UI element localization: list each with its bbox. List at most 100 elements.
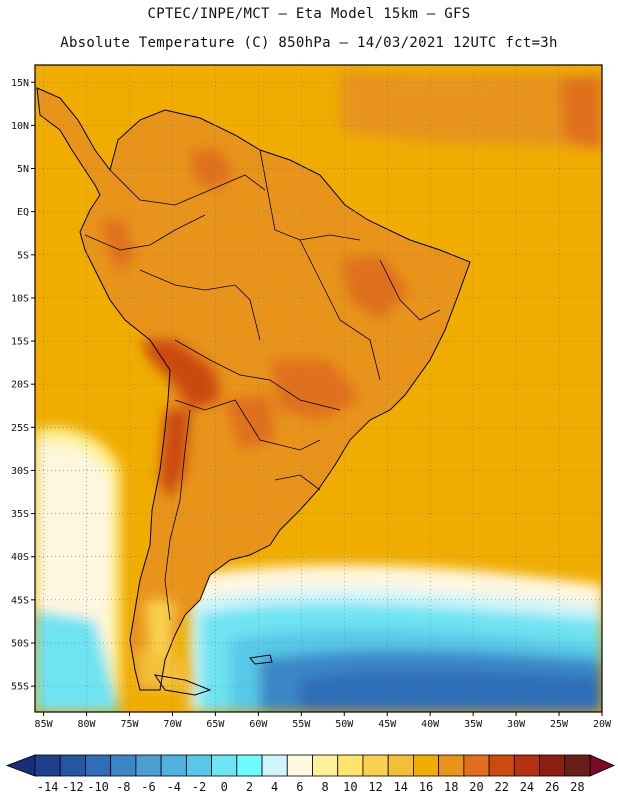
lon-tick-label: 45W (378, 719, 397, 730)
lon-tick-label: 75W (120, 719, 139, 730)
colorbar-swatch (236, 754, 263, 777)
lon-tick-label: 50W (335, 719, 354, 730)
border-line (174, 399, 321, 451)
lat-tick-label: 35S (11, 509, 29, 520)
cool-shading (35, 610, 120, 712)
lon-tick-label: 40W (421, 719, 440, 730)
lon-tick-label: 70W (163, 719, 182, 730)
lat-tick-label: 15S (11, 337, 29, 348)
colorbar-swatch (488, 754, 515, 777)
colorbar-swatch (438, 754, 465, 777)
colorbar-label: 10 (343, 780, 357, 794)
lon-tick-label: 55W (292, 719, 311, 730)
lat-tick-label: 5S (17, 250, 29, 261)
warm-core (225, 395, 275, 450)
warm-core (190, 150, 235, 190)
warm-shading (560, 75, 602, 150)
colorbar-swatch (286, 754, 313, 777)
cool-shading (135, 650, 190, 690)
border-line (299, 239, 381, 381)
colorbar-swatch (463, 754, 490, 777)
temperature-field (35, 65, 602, 712)
lon-tick-label: 35W (464, 719, 483, 730)
warm-core (340, 255, 410, 320)
lat-tick-label: 25S (11, 423, 29, 434)
lat-tick-label: 50S (11, 638, 29, 649)
colorbar-label: -4 (167, 780, 181, 794)
colorbar-label: 16 (419, 780, 433, 794)
colorbar-label: -2 (192, 780, 206, 794)
colorbar-swatch (185, 754, 212, 777)
continent-landmass (37, 88, 470, 690)
colorbar-label: 4 (271, 780, 278, 794)
lat-tick-label: 40S (11, 552, 29, 563)
colorbar-swatch (135, 754, 162, 777)
border-line (164, 409, 191, 621)
longitude-axis: 85W 80W 75W 70W 65W 60W 55W 50W 45W 40W 35W 30W 25W 2… (35, 719, 612, 730)
lon-tick-label: 65W (206, 719, 225, 730)
colorbar-label: 14 (394, 780, 408, 794)
graticule (35, 65, 602, 712)
warm-core (100, 220, 135, 270)
border-line (139, 269, 261, 341)
colorbar-low-arrow (5, 754, 36, 777)
border-line (84, 214, 206, 251)
lon-tick-label: 25W (550, 719, 569, 730)
warm-core (140, 340, 220, 410)
map-frame (34, 64, 603, 713)
colorbar-high-arrow (589, 754, 615, 777)
cool-shading (145, 600, 175, 665)
colorbar-label: -10 (87, 780, 109, 794)
colorbar-swatch (337, 754, 364, 777)
lon-tick-label: 30W (507, 719, 526, 730)
lat-tick-label: 20S (11, 380, 29, 391)
colorbar-label: 24 (520, 780, 534, 794)
lat-tick-label: 45S (11, 595, 29, 606)
warm-shading (340, 70, 602, 150)
colorbar-swatch (413, 754, 440, 777)
colorbar-label: 8 (321, 780, 328, 794)
lat-tick-label: 30S (11, 466, 29, 477)
country-borders (84, 149, 441, 621)
border-line (379, 259, 441, 321)
colorbar-label: 22 (494, 780, 508, 794)
colorbar-label: 26 (545, 780, 559, 794)
colorbar-swatch (261, 754, 288, 777)
colorbar-label: 6 (296, 780, 303, 794)
colorbar-swatch (312, 754, 339, 777)
colorbar-label: 12 (368, 780, 382, 794)
colorbar-swatch (513, 754, 540, 777)
colorbar-swatch (160, 754, 187, 777)
warm-core (160, 410, 190, 500)
falkland-islands (249, 654, 273, 665)
lon-tick-label: 80W (78, 719, 97, 730)
colorbar-label: 28 (570, 780, 584, 794)
chart-subtitle: Absolute Temperature (C) 850hPa – 14/03/… (60, 35, 558, 51)
tierra-del-fuego (153, 674, 212, 696)
coastline (36, 87, 471, 691)
lat-tick-label: 5N (17, 164, 29, 175)
border-line (109, 169, 266, 206)
colorbar-legend: -14 -12 -10 -8 -6 -4 -2 0 2 4 6 8 10 12 14 16 18 20 22 24 26… (5, 754, 615, 794)
chart-title: CPTEC/INPE/MCT – Eta Model 15km – GFS (147, 6, 471, 22)
warm-core (270, 360, 360, 420)
latitude-axis: 15N 10N 5N EQ 5S 10S 15S 20S 25S 30S 35S 40S 45S 50S 5… (11, 78, 29, 693)
colorbar-label: -6 (141, 780, 155, 794)
lat-tick-label: 10N (11, 121, 29, 132)
lon-tick-label: 60W (249, 719, 268, 730)
colorbar-swatch (211, 754, 238, 777)
colorbar-label: 20 (469, 780, 483, 794)
colorbar-swatch (564, 754, 591, 777)
colorbar-label: 18 (444, 780, 458, 794)
border-line (274, 474, 321, 491)
colorbar-label: 0 (221, 780, 228, 794)
colorbar-label: -8 (116, 780, 130, 794)
colorbar-swatch (387, 754, 414, 777)
colorbar-label: -14 (37, 780, 59, 794)
colorbar-swatch (59, 754, 86, 777)
lat-tick-label: 10S (11, 293, 29, 304)
colorbar-swatch (85, 754, 112, 777)
lat-tick-label: 15N (11, 78, 29, 89)
lon-tick-label: 85W (35, 719, 54, 730)
cool-shading (300, 671, 602, 712)
